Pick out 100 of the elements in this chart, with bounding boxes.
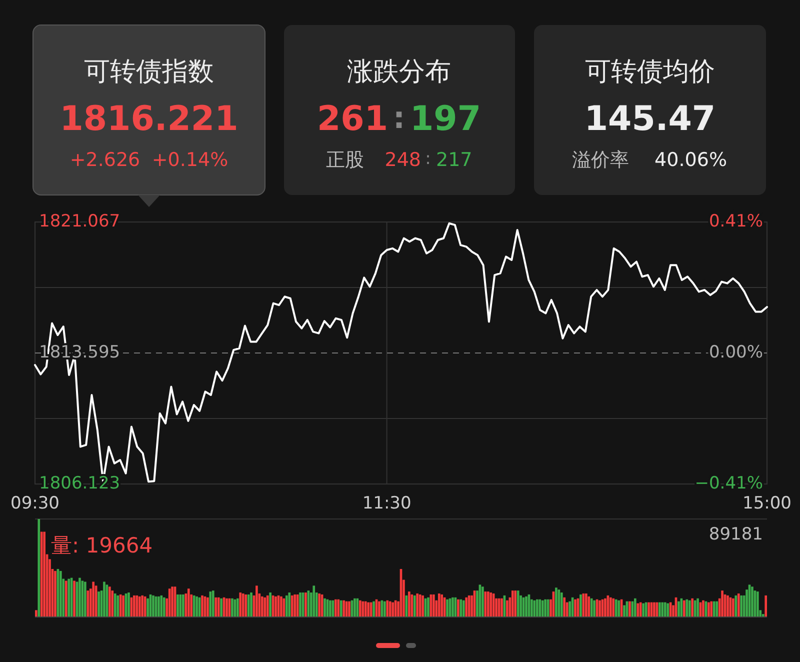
text: 溢价率 [572,149,629,171]
bar [683,600,686,617]
bar [392,602,394,617]
bar [664,602,666,617]
bar [214,597,218,617]
text: 可转债均价 [585,57,715,87]
bar [40,532,43,617]
bar [78,578,81,617]
bar [304,592,307,617]
text: 正股 [326,149,364,171]
bar [226,598,228,617]
bar [133,595,136,617]
bar [598,600,601,617]
bar [506,600,508,617]
bar [555,588,558,617]
bar [574,599,576,617]
bar [642,603,644,617]
bar [514,590,517,617]
bar [264,597,266,617]
bar [457,599,460,617]
annotation: 89181 [708,524,763,545]
bar [43,532,46,617]
bar [196,596,198,617]
bar [413,595,416,617]
bar [231,598,234,617]
bar [764,595,767,617]
bar [111,590,114,617]
bar [688,600,691,617]
bar [269,592,272,617]
text: 1816.221 [60,99,238,139]
bar [128,592,130,617]
bar [661,602,664,617]
bar [438,593,440,617]
bar [604,598,606,617]
annotation: 量: 19664 [51,534,153,558]
bar [465,597,468,617]
bar [340,600,342,617]
bar [329,600,332,617]
bar [584,593,588,617]
bar [568,601,571,617]
bar [250,592,252,617]
bar [560,592,563,617]
bar [84,582,86,617]
bar [354,598,356,617]
bar [756,592,759,617]
bar [653,602,656,617]
bar [751,586,754,617]
bar [452,597,454,617]
bar [588,596,590,617]
bar [710,601,713,617]
bar [525,596,528,617]
x-tick-label: 09:30 [10,494,60,514]
bar [500,598,503,617]
bar [482,586,484,617]
bar [182,594,184,617]
bar [726,595,729,617]
text: : [393,101,405,136]
bar [158,596,160,617]
bar [666,603,669,617]
text: 可转债指数 [84,57,214,87]
y2-tick-label: 0.00% [708,342,763,363]
bar [388,601,392,617]
bar [612,598,615,617]
bar [280,596,282,617]
bar [614,599,618,617]
bar [103,582,106,617]
bar [64,580,68,617]
bar [536,599,538,617]
bar [416,593,418,617]
bar [260,596,264,617]
bar [138,596,141,617]
bar [122,595,124,617]
text: +2.626 [70,149,140,171]
bar [201,595,204,617]
bar [732,598,734,617]
bar [171,586,174,617]
bar [486,592,490,617]
bar [639,602,642,617]
bar [54,570,56,617]
bar [734,595,738,617]
text: 197 [410,99,481,139]
bar [318,593,320,617]
bar [136,595,138,617]
bar [544,599,546,617]
bar [702,600,704,617]
bar [312,586,316,617]
bar [648,602,650,617]
bar [623,605,626,617]
bar [108,586,111,617]
bar [98,592,100,617]
bar [712,601,716,617]
bar [462,600,465,617]
x-tick-label: 15:00 [742,494,792,514]
bar [285,595,288,617]
y2-tick-label: 0.41% [708,212,763,232]
bar [386,600,389,617]
bar [68,578,70,617]
bar [422,595,424,617]
bar [114,593,116,617]
bar [274,596,277,617]
